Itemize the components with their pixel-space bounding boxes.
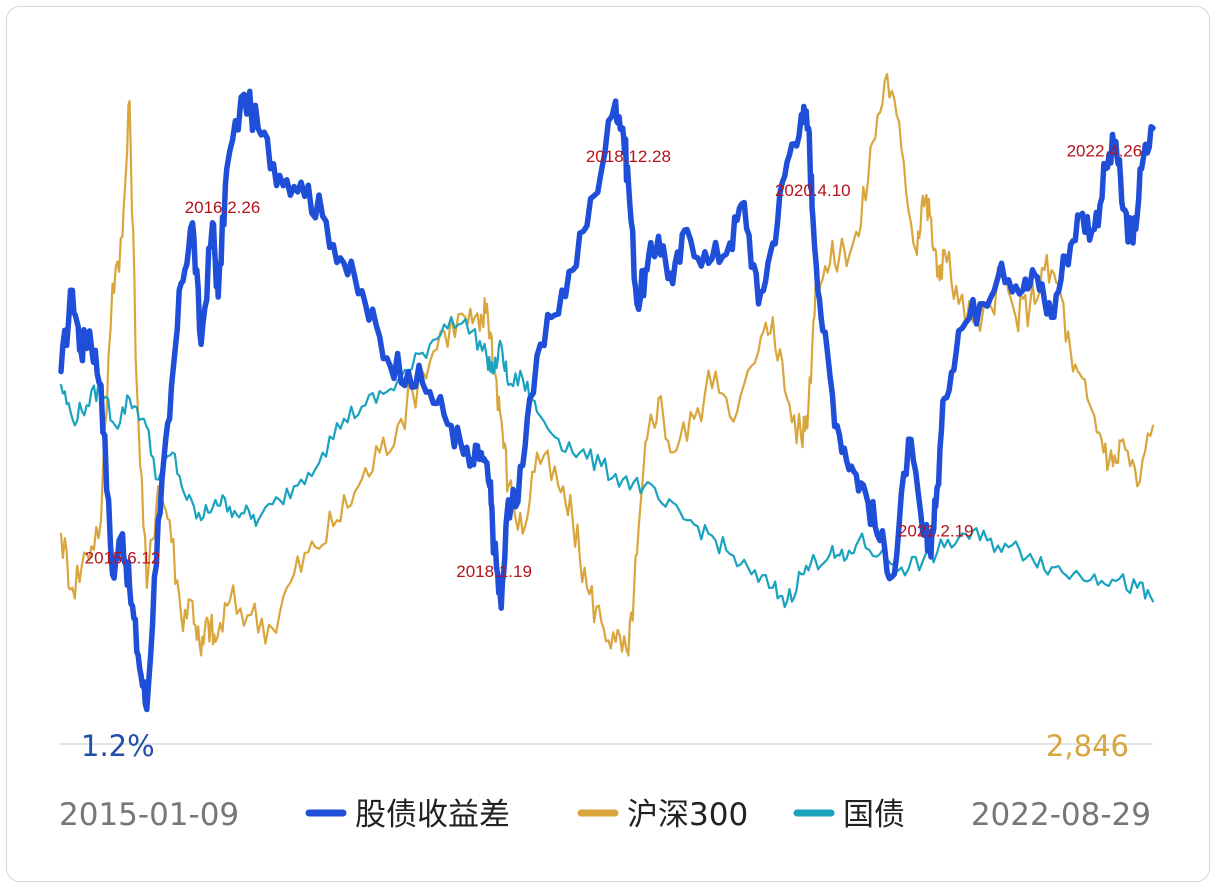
annotation-label: 2022.4.26	[1067, 141, 1143, 160]
legend-label: 沪深300	[627, 797, 748, 833]
legend-label: 股债收益差	[355, 797, 510, 833]
chart-card: 2015.6.12 2016.2.26 2018.1.19 2018.12.28 202…	[6, 6, 1210, 882]
end-date-label: 2022-08-29	[971, 797, 1151, 833]
series-line-0	[58, 88, 1156, 713]
annotation-label: 2020.4.10	[775, 181, 851, 200]
series-line-2	[59, 316, 1155, 609]
right-value-label: 2,846	[1046, 729, 1129, 763]
start-date-label: 2015-01-09	[59, 797, 239, 833]
annotation-label: 2021.2.19	[898, 522, 974, 541]
legend-label: 国债	[843, 797, 905, 833]
annotation-layer: 2015.6.12 2016.2.26 2018.1.19 2018.12.28 202…	[85, 141, 1143, 581]
legend: 股债收益差 沪深300 国债	[305, 797, 905, 833]
annotation-label: 2016.2.26	[185, 198, 261, 217]
annotation-label: 2018.1.19	[456, 562, 532, 581]
line-chart: 2015.6.12 2016.2.26 2018.1.19 2018.12.28 202…	[58, 72, 1156, 833]
annotation-label: 2015.6.12	[85, 549, 161, 568]
annotation-label: 2018.12.28	[586, 147, 671, 166]
left-value-label: 1.2%	[81, 729, 155, 763]
series-layer	[58, 72, 1156, 713]
series-line-1	[59, 72, 1155, 657]
